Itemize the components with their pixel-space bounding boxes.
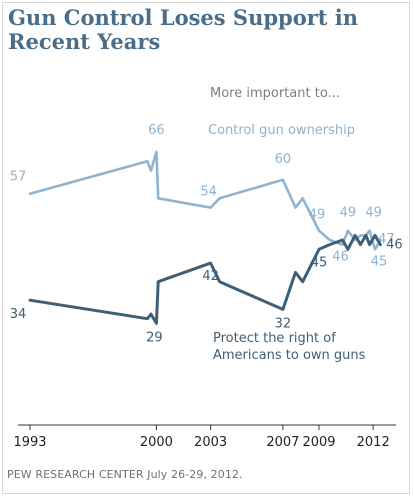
data-label-control: 45 [371, 254, 388, 269]
legend-label-protect: Protect the right of Americans to own gun… [213, 331, 366, 363]
data-label-control: 49 [340, 206, 357, 221]
data-label-control: 57 [10, 170, 27, 185]
chart-title: Gun Control Loses Support in Recent Year… [8, 5, 359, 54]
series-layer [28, 150, 382, 325]
data-label-control: 46 [332, 250, 349, 265]
data-label-protect: 29 [146, 330, 163, 345]
data-label-protect: 32 [275, 316, 292, 331]
data-label-control: 66 [148, 123, 165, 138]
data-label-protect: 46 [386, 238, 403, 253]
source-note: PEW RESEARCH CENTER July 26-29, 2012. [7, 468, 243, 481]
x-tick-label: 2012 [357, 435, 390, 450]
chart-frame [2, 2, 410, 494]
data-label-control: 49 [309, 208, 326, 223]
x-tick-label: 2007 [266, 435, 299, 450]
x-tick-label: 1993 [13, 435, 46, 450]
data-label-protect: 45 [311, 255, 328, 270]
data-label-protect: 34 [10, 307, 27, 322]
x-tick-label: 2003 [194, 435, 227, 450]
data-label-control: 49 [365, 206, 382, 221]
legend-layer: More important to... Control gun ownershi… [208, 86, 366, 363]
data-label-control: 54 [200, 185, 217, 200]
x-tick-label: 2000 [140, 435, 173, 450]
data-label-protect: 42 [202, 269, 219, 284]
legend-header: More important to... [210, 86, 340, 101]
x-axis: 1993 2000 2003 2007 2009 2012 [13, 424, 396, 450]
data-label-control: 60 [275, 152, 292, 167]
series-line-protect [28, 233, 382, 325]
legend-label-control: Control gun ownership [208, 123, 355, 138]
data-label-control: 47 [378, 232, 395, 247]
series-line-control [28, 150, 382, 251]
x-tick-label: 2009 [302, 435, 335, 450]
